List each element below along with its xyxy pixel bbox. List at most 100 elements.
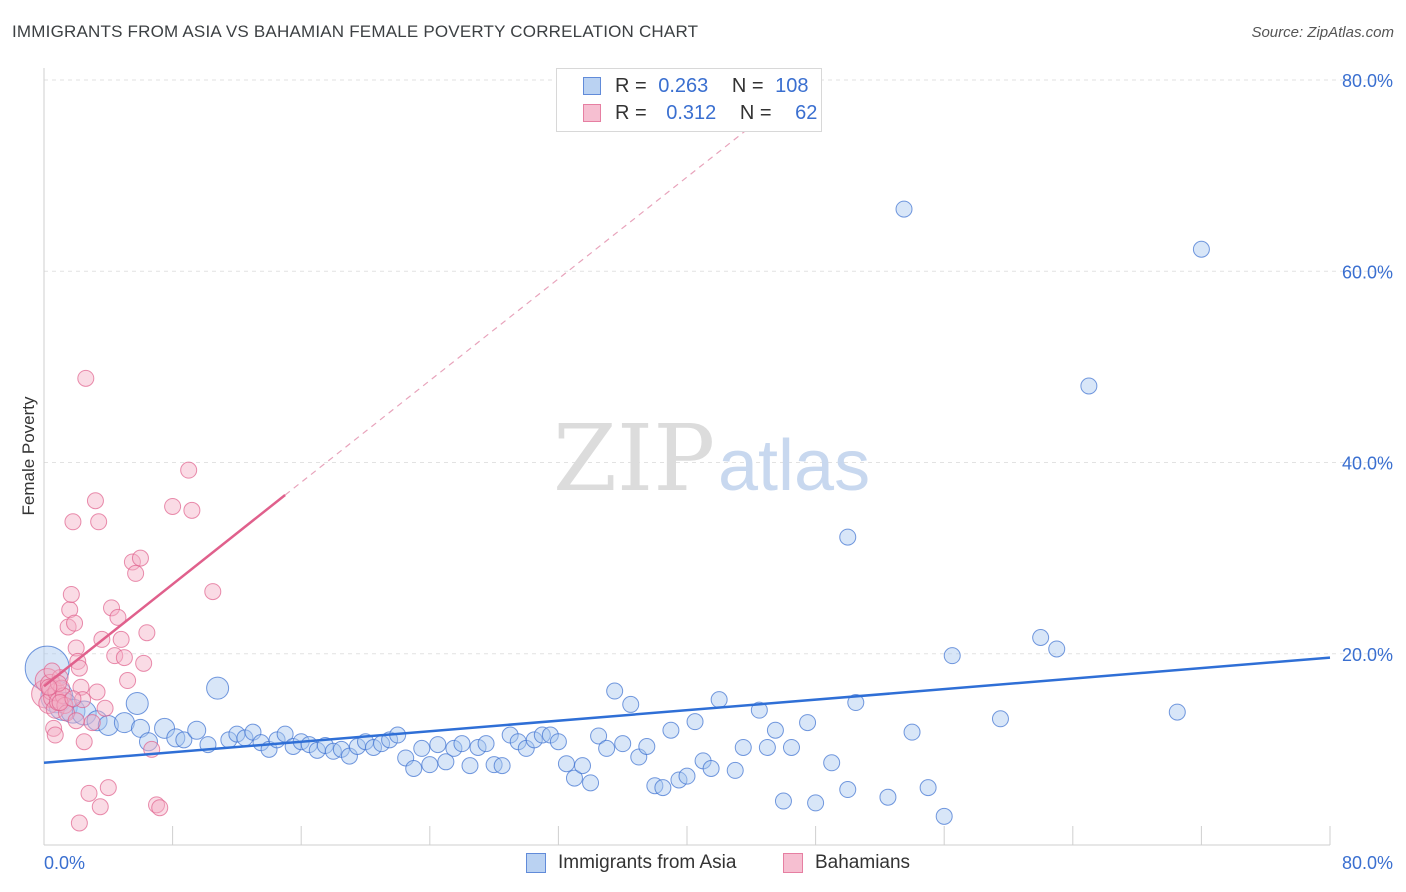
- bahamian-point: [109, 608, 127, 626]
- asia-point: [774, 792, 792, 810]
- bahamian-point: [90, 513, 108, 531]
- asia-point: [702, 760, 720, 777]
- asia-point: [758, 738, 776, 756]
- asia-point: [991, 710, 1009, 728]
- asia-point: [445, 739, 463, 757]
- asia-point: [622, 695, 640, 713]
- asia-point: [807, 794, 825, 812]
- asia-point: [469, 738, 487, 756]
- bahamian-point: [70, 814, 88, 832]
- asia-point: [429, 736, 447, 754]
- asia-point: [823, 754, 841, 772]
- bahamian-point: [91, 798, 109, 816]
- bahamian-point: [164, 497, 182, 515]
- bahamian-point: [77, 369, 95, 387]
- asia-point: [365, 738, 383, 756]
- asia-point: [678, 767, 696, 785]
- bahamian-point: [75, 733, 93, 751]
- asia-point: [574, 757, 592, 775]
- asia-point: [1032, 628, 1050, 646]
- asia-point: [206, 676, 230, 700]
- bahamian-point: [103, 599, 121, 617]
- stats-legend: R = 0.263 N = 108 R = 0.312 N = 62: [556, 68, 822, 132]
- bahamian-point: [127, 564, 145, 582]
- y-tick-label: 60.0%: [1342, 262, 1393, 282]
- asia-point: [549, 733, 567, 751]
- bahamian-trend-extension: [284, 112, 768, 496]
- asia-point: [710, 691, 728, 709]
- asia-point: [895, 200, 913, 218]
- asia-trend-line: [43, 656, 1331, 765]
- asia-point: [782, 738, 800, 756]
- legend-r-label: R =: [615, 102, 647, 124]
- asia-point: [590, 727, 608, 745]
- bahamian-point: [119, 672, 137, 690]
- bahamian-point: [183, 501, 201, 519]
- asia-point: [686, 713, 704, 731]
- asia-point: [839, 781, 857, 799]
- bahamian-point: [204, 583, 222, 601]
- asia-point: [557, 755, 575, 773]
- asia-point: [1192, 240, 1210, 258]
- bahamian-point: [66, 614, 84, 632]
- legend-n-value: 62: [795, 102, 818, 124]
- bahamian-point: [64, 513, 82, 531]
- asia-point: [461, 757, 479, 775]
- asia-point: [421, 756, 439, 774]
- bahamian-point: [62, 585, 80, 603]
- asia-point: [606, 682, 624, 700]
- legend-r-value: 0.312: [666, 102, 717, 124]
- asia-point: [113, 712, 135, 734]
- asia-point: [598, 739, 616, 757]
- bahamian-point: [135, 654, 153, 672]
- asia-point: [565, 769, 583, 787]
- asia-point: [879, 788, 897, 806]
- asia-point: [919, 779, 937, 797]
- asia-point: [154, 717, 176, 739]
- x-tick-label: 80.0%: [1342, 853, 1393, 873]
- asia-point: [734, 738, 752, 756]
- bahamian-point: [40, 678, 58, 696]
- asia-point: [750, 701, 768, 719]
- legend-label-asia: Immigrants from Asia: [558, 852, 737, 873]
- asia-point: [799, 714, 817, 732]
- bahamian-point: [83, 714, 101, 732]
- asia-point: [453, 735, 471, 753]
- asia-point: [493, 757, 511, 775]
- asia-point: [726, 761, 744, 779]
- legend-r-value: 0.263: [658, 75, 709, 97]
- asia-point: [670, 771, 688, 789]
- asia-point: [175, 731, 193, 749]
- legend-swatch-blue: [583, 77, 601, 95]
- bahamian-point: [64, 690, 82, 708]
- asia-point: [437, 753, 455, 771]
- legend-swatch-blue: [526, 853, 546, 873]
- y-tick-label: 20.0%: [1342, 645, 1393, 665]
- y-tick-label: 80.0%: [1342, 71, 1393, 91]
- watermark: ZIP atlas: [553, 405, 870, 512]
- legend-n-value: 108: [775, 75, 809, 97]
- bahamian-point: [86, 492, 104, 510]
- asia-point: [654, 779, 672, 797]
- bahamian-point: [112, 630, 130, 648]
- bahamian-point: [151, 799, 169, 817]
- y-tick-label: 40.0%: [1342, 454, 1393, 474]
- asia-point: [1080, 377, 1098, 395]
- bahamian-point: [115, 649, 133, 667]
- asia-point: [1168, 703, 1186, 721]
- bahamian-point: [99, 779, 117, 797]
- asia-point: [1048, 640, 1066, 658]
- bahamian-point: [70, 659, 88, 677]
- x-tick-label: 0.0%: [44, 853, 85, 873]
- bahamian-point: [45, 719, 63, 737]
- legend-n-label: N =: [739, 102, 772, 124]
- chart-title: IMMIGRANTS FROM ASIA VS BAHAMIAN FEMALE …: [12, 22, 699, 41]
- watermark-atlas: atlas: [718, 426, 870, 506]
- asia-point: [662, 721, 680, 739]
- bahamian-point: [51, 694, 69, 712]
- watermark-zip: ZIP: [553, 405, 715, 512]
- legend-r-label: R =: [615, 75, 647, 97]
- asia-point: [413, 739, 431, 757]
- asia-point: [187, 720, 207, 740]
